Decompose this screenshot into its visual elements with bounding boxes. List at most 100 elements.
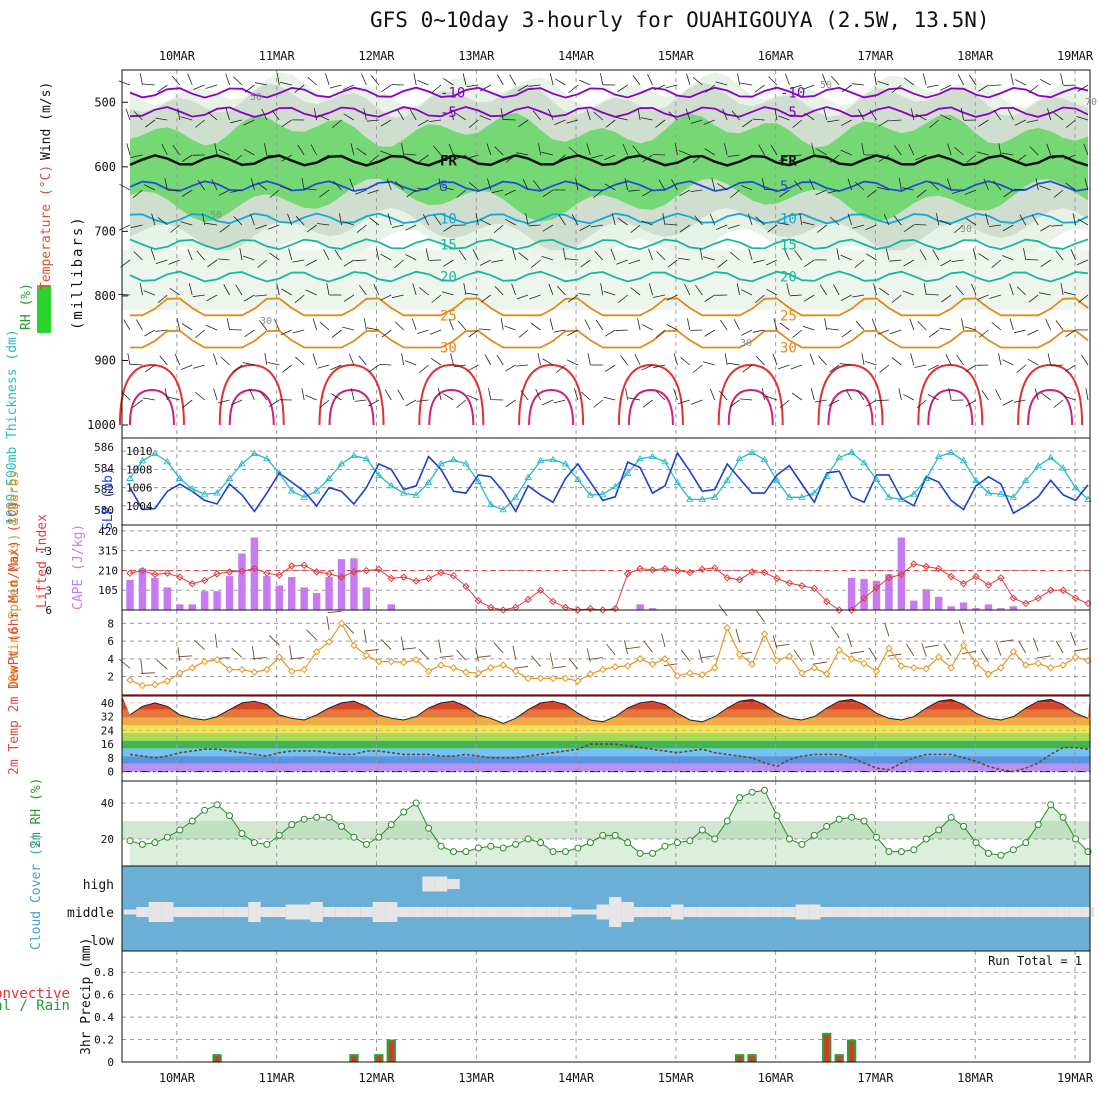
wind-barb [305,394,317,401]
wind-barb [737,73,741,86]
wind-barb [496,354,504,366]
wind-barb [418,154,429,163]
wind-barb [356,147,367,156]
cloud-cell-high [447,879,460,889]
wind-barb [966,154,977,163]
wind-barb [603,291,616,296]
wind-barb [998,143,1002,156]
thickness-point [362,454,371,462]
wind-barb [741,154,753,162]
cape-bar [200,591,209,610]
lifted-tick-label: -3 [39,545,52,558]
wind-barb [169,287,180,296]
wind-barb [833,284,840,296]
thickness-tick-label: 582 [94,483,114,496]
wind-speed-point [412,656,420,664]
thickness-point [897,495,906,502]
wind-barb [339,213,342,226]
rh-point [885,848,893,856]
wind-barb [463,283,467,296]
wind-barb [343,113,355,121]
wind-barb [217,258,230,261]
wind-barb [528,224,541,227]
cloud-cell-middle [932,907,945,917]
wind-barb [883,213,890,226]
surface-wind-barb [606,643,616,656]
wind-speed-point [984,670,993,678]
wind-barb [159,355,168,366]
wind-barb [380,294,392,301]
wind-barb [779,322,790,331]
wind-barb [716,183,728,191]
rh-point [437,842,445,850]
wind-barb [1001,152,1014,156]
wind-speed-point [885,644,893,652]
panel-frame-precip [121,950,1091,1063]
wind-barb [214,143,218,156]
wind-barb [512,248,517,261]
lifted-point [835,606,843,614]
wind-speed-point [748,660,756,668]
wind-barb [257,259,268,268]
wind-barb [729,399,740,408]
wind-barb [568,146,579,156]
wind-barb [625,388,629,401]
wind-barb [685,108,691,121]
cloud-cell-middle [633,907,647,917]
thickness-point [972,476,980,484]
rh-point [412,799,420,807]
wind-barb [558,214,566,226]
rh-point [176,826,184,834]
thickness-point [698,495,707,502]
wind-barb [318,154,330,161]
wind-barb [541,151,554,156]
wind-barb [468,181,479,191]
wind-barb [130,363,143,366]
rh-point [860,817,868,825]
wind-barb [542,224,554,232]
wind-barb [397,109,405,121]
wind-barb [1014,119,1026,126]
wind-barb [197,179,205,191]
thickness-point [275,469,284,476]
wind-barb [779,189,790,198]
wind-barb [861,353,865,366]
wind-ylabel: 10m Wind Speed (m/s) & Barbs [7,471,22,690]
rh-point [1009,846,1017,854]
lifted-point [1059,586,1067,594]
thickness-point [661,457,669,465]
wind-barb [878,287,890,296]
cloud-cell-high [422,876,435,892]
thickness-point [449,455,458,463]
wind-barb [755,356,765,366]
wind-barb [686,73,691,86]
wind-barb [553,399,566,404]
lifted-point [499,606,507,614]
wind-barb [690,119,703,124]
thickness-point [1034,462,1043,469]
thickness-point [611,482,620,490]
wind-barb [794,180,803,191]
wind-barb [155,117,168,121]
wind-barb [358,285,367,296]
wind-barb [257,182,268,191]
wind-barb [217,399,230,404]
lifted-point [412,577,420,585]
wind-barb [578,293,591,296]
wind-barb [280,329,292,336]
wind-barb [1053,112,1064,121]
lifted-point [238,567,246,575]
isotherm-hot-arch [118,363,185,426]
isotherm-hot-arch [727,388,774,426]
cape-bar [860,578,868,610]
wind-barb [329,84,342,89]
wind-barb [616,259,628,265]
wind-barb [1027,358,1039,366]
xsec-ytick-label: 600 [94,160,116,174]
wind-barb [457,320,467,331]
lifted-point [188,580,196,588]
lifted-point [462,582,470,591]
wind-barb [126,143,131,156]
lifted-point [611,604,619,613]
lifted-point [337,573,346,581]
